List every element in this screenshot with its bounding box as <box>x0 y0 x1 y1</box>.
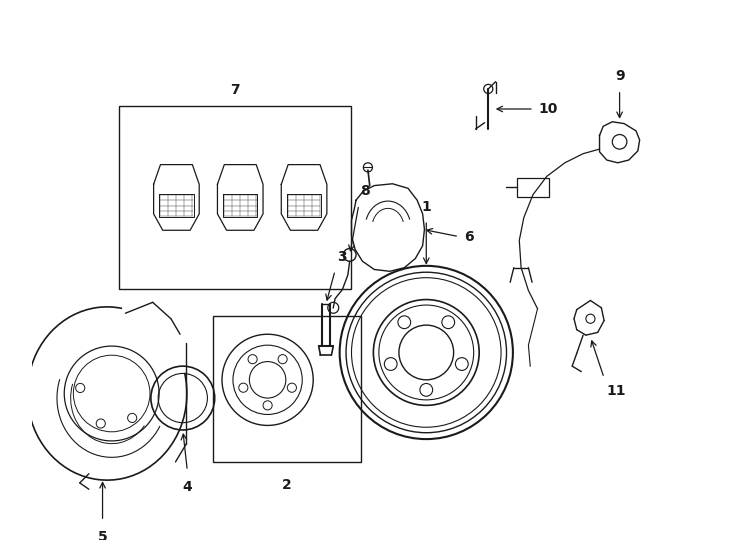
Text: 11: 11 <box>607 384 626 399</box>
Bar <box>119 106 352 289</box>
Bar <box>517 178 549 197</box>
Text: 7: 7 <box>230 83 239 97</box>
Text: 3: 3 <box>337 250 346 264</box>
Text: 9: 9 <box>615 70 625 84</box>
Text: 4: 4 <box>183 480 192 494</box>
Bar <box>213 316 360 462</box>
Text: 6: 6 <box>465 230 474 244</box>
Text: 2: 2 <box>282 478 291 492</box>
Text: 10: 10 <box>539 102 558 116</box>
Text: 1: 1 <box>421 200 431 214</box>
Text: 5: 5 <box>98 530 107 540</box>
Text: 8: 8 <box>360 184 371 198</box>
